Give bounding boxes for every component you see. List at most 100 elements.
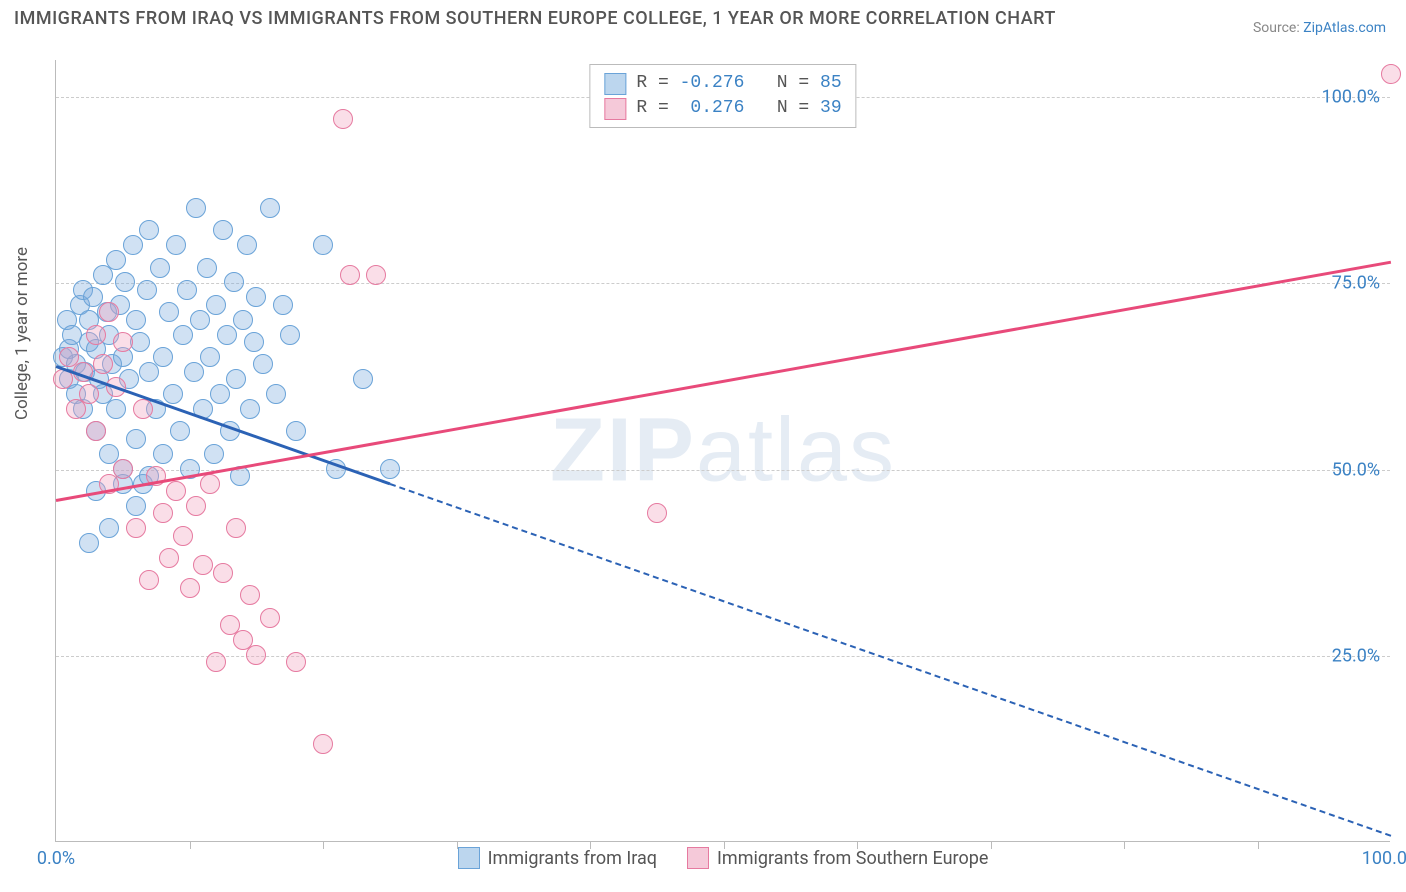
watermark-thin: atlas — [696, 400, 896, 500]
data-point — [126, 429, 146, 449]
data-point — [130, 332, 150, 352]
data-point — [204, 444, 224, 464]
data-point — [115, 272, 135, 292]
data-point — [240, 585, 260, 605]
y-tick-label: 25.0% — [1332, 645, 1380, 666]
data-point — [139, 570, 159, 590]
data-point — [246, 645, 266, 665]
data-point — [266, 384, 286, 404]
data-point — [153, 444, 173, 464]
legend-swatch-0 — [604, 73, 626, 95]
legend-swatch-b0 — [458, 847, 480, 869]
data-point — [366, 265, 386, 285]
data-point — [246, 287, 266, 307]
source-link[interactable]: ZipAtlas.com — [1303, 20, 1386, 36]
data-point — [163, 384, 183, 404]
source-attribution: Source: ZipAtlas.com — [1253, 20, 1386, 36]
data-point — [79, 384, 99, 404]
data-point — [186, 198, 206, 218]
data-point — [210, 384, 230, 404]
data-point — [79, 533, 99, 553]
legend-swatch-b1 — [687, 847, 709, 869]
data-point — [647, 503, 667, 523]
plot-area: ZIPatlas R = -0.276 N = 85 R = 0.276 N =… — [55, 60, 1390, 842]
x-tick — [590, 841, 591, 849]
data-point — [217, 325, 237, 345]
data-point — [166, 481, 186, 501]
data-point — [200, 474, 220, 494]
data-point — [126, 496, 146, 516]
data-point — [226, 518, 246, 538]
legend-stats-row-0: R = -0.276 N = 85 — [604, 71, 841, 96]
legend-item-1: Immigrants from Southern Europe — [687, 847, 988, 869]
data-point — [380, 459, 400, 479]
data-point — [173, 526, 193, 546]
data-point — [180, 578, 200, 598]
data-point — [353, 369, 373, 389]
data-point — [200, 347, 220, 367]
data-point — [260, 198, 280, 218]
y-tick-label: 100.0% — [1322, 87, 1380, 108]
data-point — [86, 325, 106, 345]
chart-container: IMMIGRANTS FROM IRAQ VS IMMIGRANTS FROM … — [0, 0, 1406, 892]
data-point — [206, 295, 226, 315]
data-point — [123, 235, 143, 255]
x-tick-label: 0.0% — [37, 848, 75, 869]
data-point — [206, 652, 226, 672]
data-point — [139, 220, 159, 240]
y-tick-label: 75.0% — [1332, 273, 1380, 294]
data-point — [166, 235, 186, 255]
data-point — [240, 399, 260, 419]
data-point — [86, 421, 106, 441]
legend-series: Immigrants from Iraq Immigrants from Sou… — [56, 847, 1390, 869]
data-point — [333, 109, 353, 129]
data-point — [193, 555, 213, 575]
data-point — [233, 310, 253, 330]
source-label: Source: — [1253, 20, 1303, 36]
data-point — [177, 280, 197, 300]
data-point — [113, 332, 133, 352]
regression-line — [389, 483, 1391, 837]
legend-label-0: Immigrants from Iraq — [488, 848, 657, 869]
data-point — [99, 302, 119, 322]
legend-stats: R = -0.276 N = 85 R = 0.276 N = 39 — [589, 64, 856, 128]
data-point — [126, 310, 146, 330]
data-point — [280, 325, 300, 345]
legend-stats-text-0: R = -0.276 N = 85 — [636, 71, 841, 96]
data-point — [313, 235, 333, 255]
gridline-h — [56, 283, 1390, 284]
data-point — [213, 563, 233, 583]
legend-swatch-1 — [604, 98, 626, 120]
x-tick — [857, 841, 858, 849]
legend-label-1: Immigrants from Southern Europe — [717, 848, 988, 869]
data-point — [159, 548, 179, 568]
data-point — [137, 280, 157, 300]
data-point — [113, 459, 133, 479]
data-point — [253, 354, 273, 374]
data-point — [213, 220, 233, 240]
data-point — [99, 518, 119, 538]
watermark-bold: ZIP — [550, 400, 696, 500]
data-point — [244, 332, 264, 352]
data-point — [170, 421, 190, 441]
data-point — [190, 310, 210, 330]
x-tick — [323, 841, 324, 849]
x-tick — [1124, 841, 1125, 849]
x-tick — [1258, 841, 1259, 849]
gridline-h — [56, 470, 1390, 471]
legend-stats-text-1: R = 0.276 N = 39 — [636, 96, 841, 121]
data-point — [340, 265, 360, 285]
data-point — [106, 250, 126, 270]
data-point — [184, 362, 204, 382]
x-tick-label: 100.0% — [1362, 848, 1406, 869]
data-point — [126, 518, 146, 538]
regression-line — [56, 365, 391, 485]
data-point — [186, 496, 206, 516]
data-point — [260, 608, 280, 628]
y-axis-label: College, 1 year or more — [12, 247, 32, 420]
data-point — [286, 652, 306, 672]
data-point — [153, 347, 173, 367]
data-point — [197, 258, 217, 278]
x-tick — [724, 841, 725, 849]
x-tick — [457, 841, 458, 849]
